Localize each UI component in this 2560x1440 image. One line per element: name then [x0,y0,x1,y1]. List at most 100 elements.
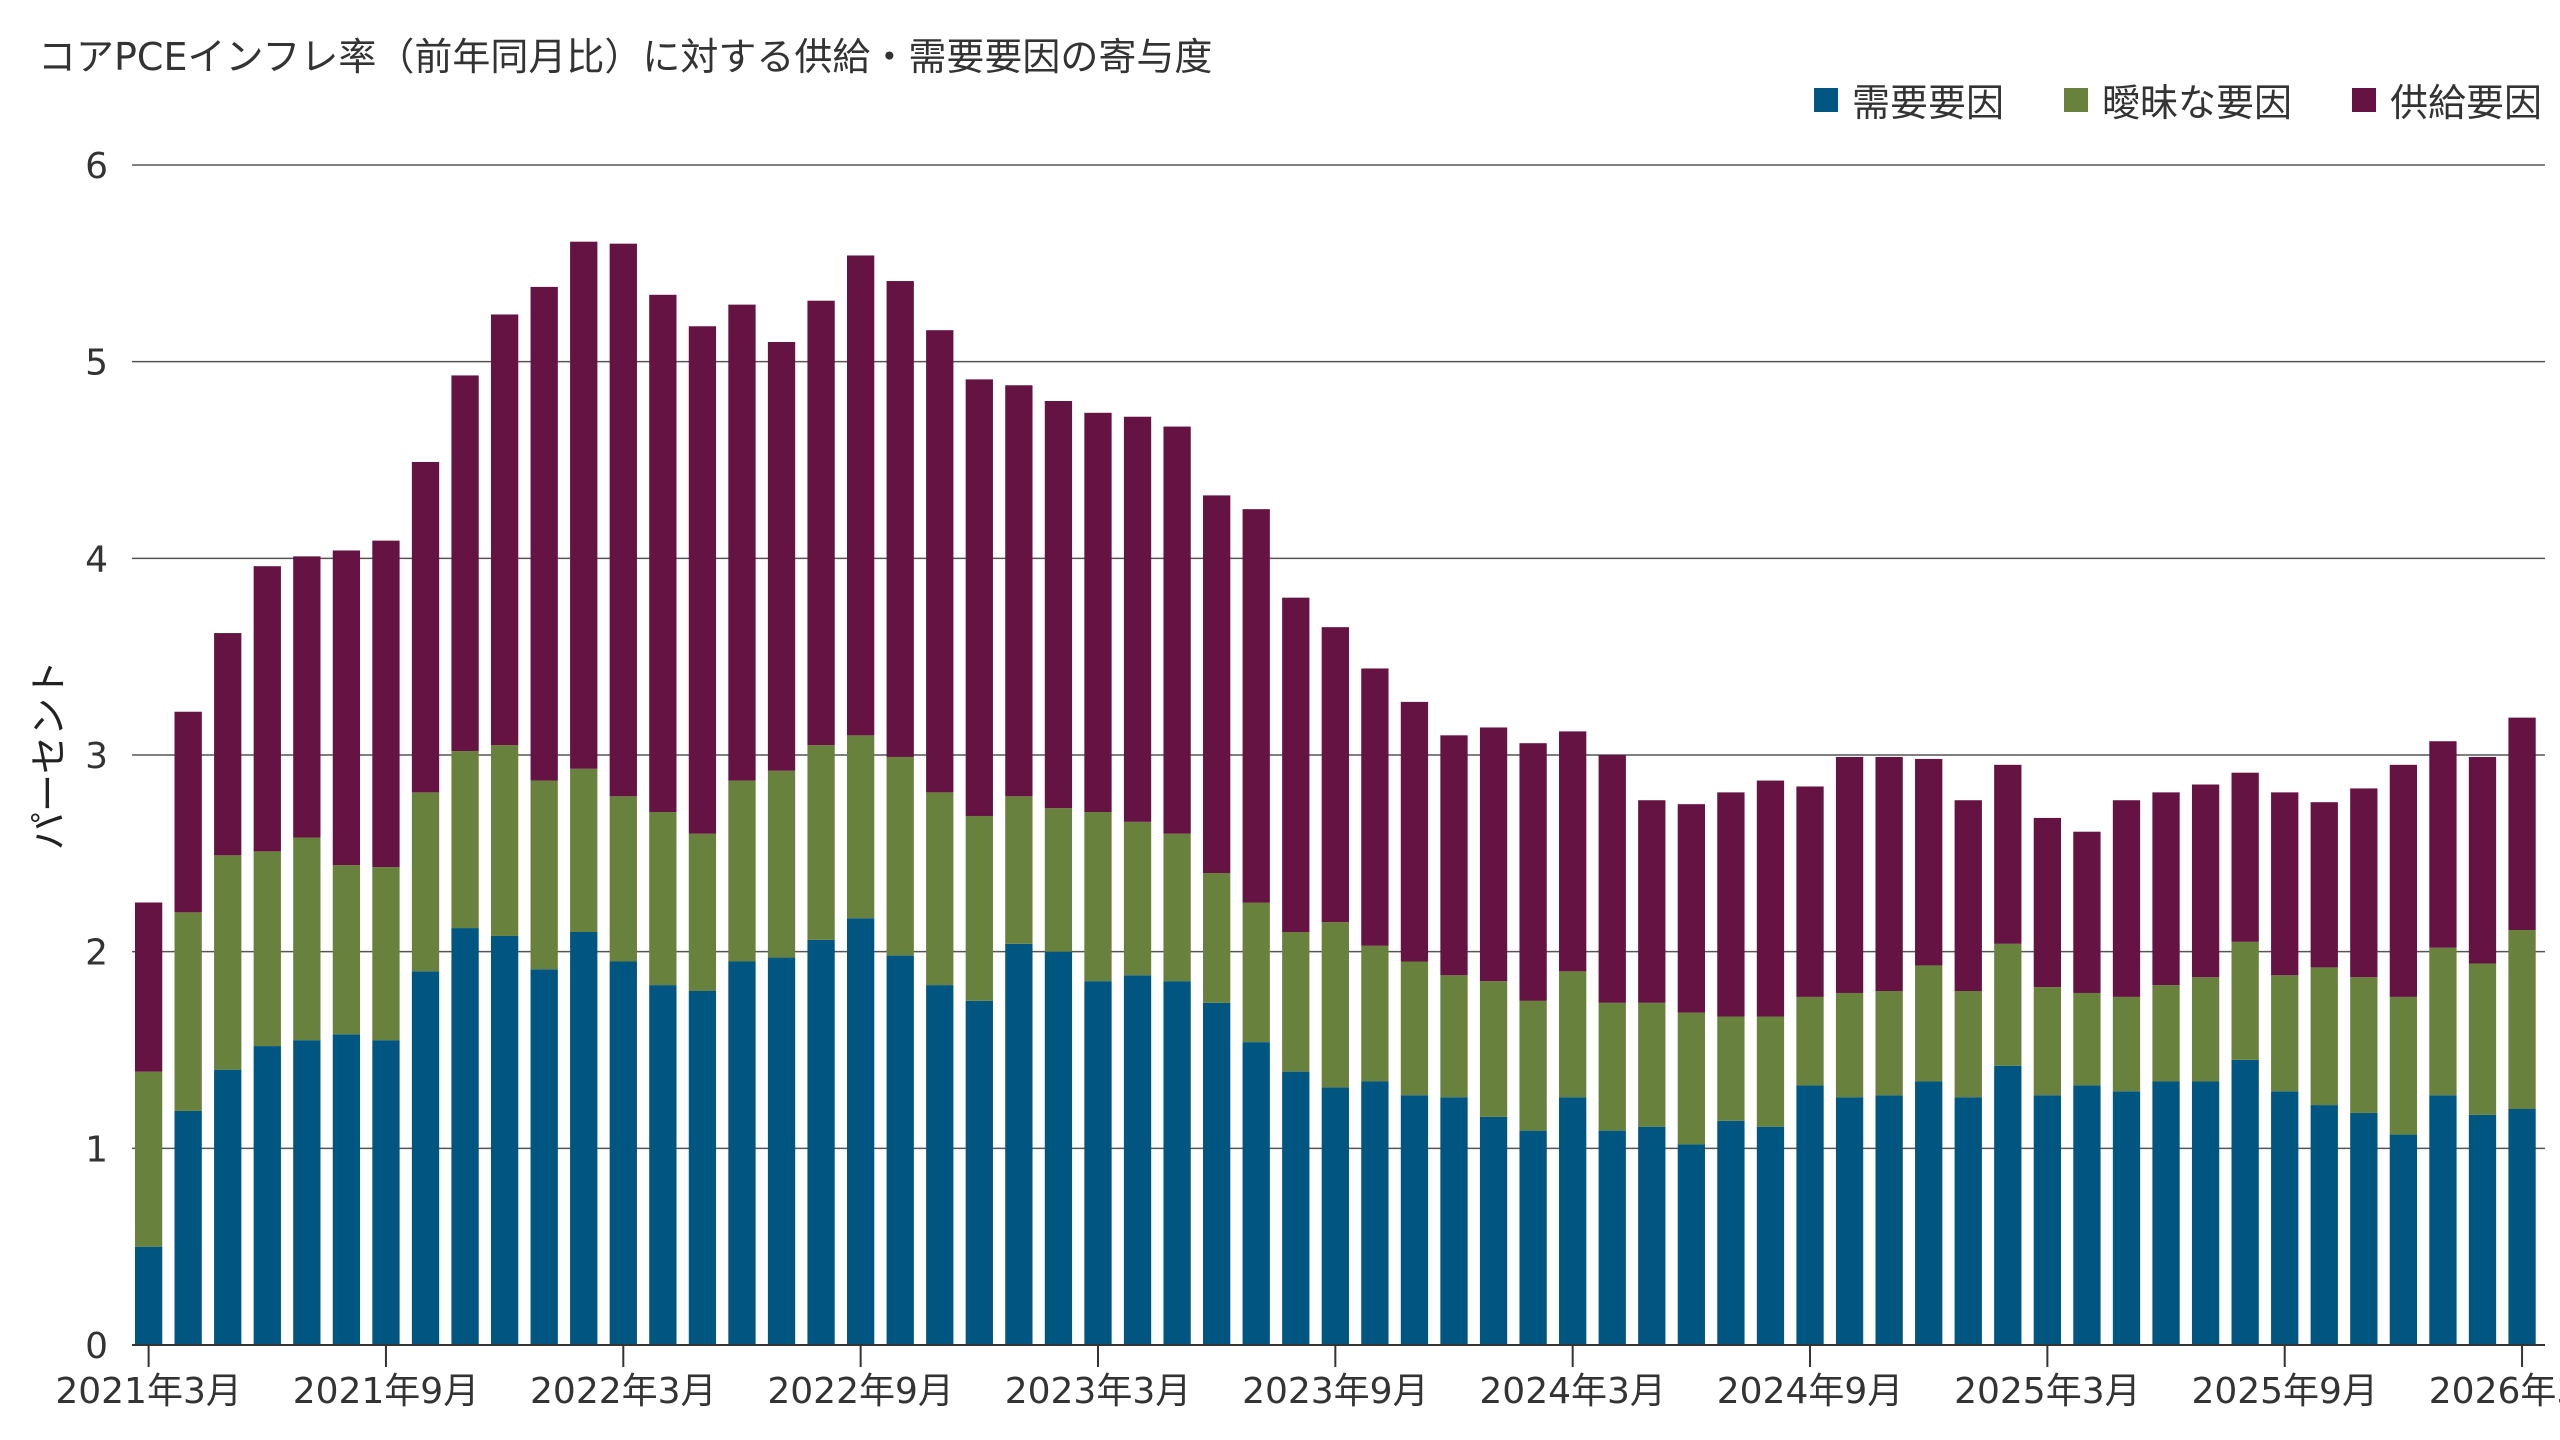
bar-2023-04-series-2 [1123,416,1152,822]
bar-2025-12-series-2 [2389,764,2418,997]
bar-2024-08-series-2 [1756,780,1785,1017]
x-tick-label-5: 2023年9月 [1242,1371,1429,1412]
bar-2023-02-series-0 [1044,951,1073,1345]
bar-2024-07-series-1 [1717,1016,1745,1121]
legend: 需要要因 曖昧な要因 供給要因 [1813,72,2542,127]
bar-2025-03-series-1 [2033,987,2062,1096]
bar-2022-12-series-1 [965,815,993,1001]
bar-2024-05-series-1 [1638,1002,1666,1127]
bar-2021-08-series-1 [332,865,361,1035]
bar-2023-06-series-0 [1203,1002,1231,1345]
bar-2021-07-series-2 [293,556,321,838]
bar-2022-07-series-2 [767,342,796,771]
bar-2023-03-series-0 [1084,981,1112,1345]
bar-2025-03-series-0 [2033,1095,2062,1345]
bar-2025-06-series-2 [2152,792,2180,986]
bar-2022-01-series-1 [530,780,558,970]
bar-2021-09-series-2 [372,540,400,868]
x-tick-label-2: 2022年3月 [530,1371,717,1412]
bar-2026-01-series-1 [2429,947,2457,1096]
bar-2024-03-series-0 [1559,1097,1587,1345]
bar-2024-03-series-1 [1559,971,1587,1098]
bar-2025-10-series-1 [2310,967,2338,1106]
bar-2025-10-series-0 [2310,1105,2338,1345]
bar-2024-04-series-1 [1598,1002,1626,1131]
bar-2021-10-series-0 [411,971,440,1345]
bar-2022-08-series-2 [807,300,835,746]
bar-2023-11-series-2 [1400,701,1429,962]
bar-2022-08-series-0 [807,939,835,1345]
bar-2022-02-series-0 [570,932,598,1345]
bar-2022-06-series-1 [728,780,756,962]
bar-2023-11-series-0 [1400,1095,1429,1345]
bar-2025-09-series-0 [2271,1091,2299,1345]
bar-2025-01-series-1 [1954,991,1982,1098]
y-tick-label-4: 4 [85,539,108,580]
x-tick-label-0: 2021年3月 [55,1371,242,1412]
bar-2021-11-series-0 [451,928,479,1345]
bar-2024-06-series-1 [1677,1012,1705,1145]
bar-2023-10-series-2 [1361,668,1389,946]
bar-2022-08-series-1 [807,745,835,940]
bar-2023-12-series-0 [1440,1097,1468,1345]
x-tick-label-7: 2024年9月 [1717,1371,1904,1412]
bar-2023-04-series-1 [1123,821,1152,976]
bar-2025-06-series-1 [2152,985,2180,1082]
bar-2022-09-series-0 [847,918,875,1345]
x-tick-label-6: 2024年3月 [1479,1371,1666,1412]
bar-2023-11-series-1 [1400,961,1429,1096]
bar-2022-12-series-2 [965,379,993,816]
bar-2025-11-series-1 [2350,977,2378,1113]
bar-2024-11-series-0 [1875,1095,1903,1345]
bar-2023-04-series-0 [1123,975,1152,1345]
bar-2026-03-series-0 [2508,1109,2536,1345]
bar-2022-04-series-0 [649,985,677,1345]
bar-2024-12-series-2 [1915,758,1943,966]
bar-2022-11-series-0 [926,985,954,1345]
bar-2026-02-series-0 [2468,1114,2497,1345]
bar-2023-09-series-0 [1321,1087,1349,1345]
bar-2023-05-series-0 [1163,981,1191,1345]
y-axis-title: パーセント [27,660,71,850]
legend-label-demand: 需要要因 [1851,81,2004,125]
bar-2023-03-series-1 [1084,812,1112,982]
bar-2023-06-series-1 [1203,873,1231,1003]
bar-2025-02-series-2 [1994,764,2022,944]
bar-2022-02-series-2 [570,241,598,769]
bar-2025-09-series-2 [2271,792,2299,976]
bar-2025-11-series-2 [2350,788,2378,978]
bar-2023-03-series-2 [1084,412,1112,813]
x-tick-label-8: 2025年3月 [1954,1371,2141,1412]
bar-2022-10-series-0 [886,955,914,1345]
bar-2022-11-series-2 [926,330,954,793]
x-tick-label-1: 2021年9月 [293,1371,480,1412]
y-tick-label-0: 0 [85,1326,108,1367]
bar-2024-11-series-2 [1875,756,1903,991]
bar-2024-07-series-0 [1717,1120,1745,1345]
bar-2024-10-series-2 [1835,756,1864,993]
bar-2022-05-series-1 [688,833,717,991]
bar-2024-11-series-1 [1875,991,1903,1096]
bar-2023-07-series-2 [1242,509,1270,903]
bar-2026-03-series-2 [2508,717,2536,931]
bar-2024-10-series-0 [1835,1097,1864,1345]
legend-item-ambiguous: 曖昧な要因 [2063,72,2292,127]
bar-2024-04-series-2 [1598,755,1626,1003]
x-tick-label-10: 2026年3月 [2429,1371,2560,1412]
legend-item-demand: 需要要因 [1813,72,2004,127]
bar-2023-01-series-1 [1005,796,1033,944]
bar-2021-06-series-1 [253,851,281,1047]
bar-2021-04-series-1 [174,912,202,1111]
legend-swatch-ambiguous [2063,87,2088,112]
bar-2024-03-series-2 [1559,731,1587,972]
bar-2022-04-series-2 [649,294,677,813]
bar-2021-07-series-1 [293,837,321,1041]
bar-2023-09-series-2 [1321,627,1349,923]
bar-2022-01-series-2 [530,286,558,781]
bar-2025-07-series-0 [2191,1081,2220,1345]
bar-2023-06-series-2 [1203,495,1231,873]
bar-2023-02-series-2 [1044,401,1073,809]
bar-2024-08-series-1 [1756,1016,1785,1127]
legend-item-supply: 供給要因 [2351,72,2542,127]
